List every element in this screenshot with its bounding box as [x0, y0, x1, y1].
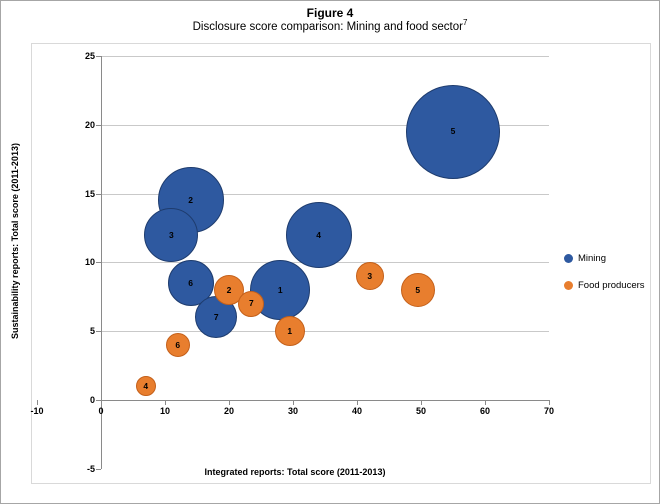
x-tick-label: 60 [479, 406, 490, 416]
bubble-label: 5 [450, 126, 456, 137]
chart-title: Disclosure score comparison: Mining and … [1, 18, 659, 33]
y-tick-label: 10 [84, 257, 95, 268]
bubble-food-producers-7: 7 [238, 290, 265, 317]
bubble-label: 6 [188, 277, 193, 288]
y-axis-title: Sustainability reports: Total score (201… [10, 143, 20, 339]
bubble-label: 1 [287, 325, 293, 336]
bubble-food-producers-3: 3 [355, 262, 384, 291]
bubble-mining-4: 4 [285, 201, 352, 268]
bubble-label: 1 [277, 284, 283, 295]
y-axis-line [101, 56, 102, 469]
x-tick-label: 20 [223, 406, 234, 416]
footnote-marker: 7 [462, 18, 468, 28]
chart-title-text: Disclosure score comparison: Mining and … [192, 21, 463, 33]
y-tick-label: 15 [84, 188, 95, 199]
gridline-y-25 [101, 56, 549, 57]
y-tick-mark [96, 262, 101, 264]
bubble-label: 3 [367, 270, 373, 281]
bubble-food-producers-4: 4 [135, 376, 156, 397]
legend-marker-food-producers [564, 281, 573, 290]
legend-label-food-producers: Food producers [578, 280, 645, 291]
x-tick-mark [229, 400, 230, 405]
bubble-mining-3: 3 [144, 207, 199, 262]
y-tick-mark [96, 56, 101, 57]
y-tick-label: 0 [89, 395, 95, 405]
gridline-y-5 [101, 331, 549, 333]
y-tick-mark [96, 331, 101, 333]
y-tick-mark [96, 468, 101, 470]
chart-border [31, 43, 651, 484]
bubble-label: 4 [316, 229, 321, 240]
x-tick-mark [421, 400, 422, 405]
x-tick-label: 70 [543, 406, 554, 416]
legend-item-mining: Mining [564, 245, 645, 272]
bubble-label: 3 [169, 229, 174, 240]
x-tick-mark [549, 400, 550, 405]
x-tick-mark [165, 400, 166, 405]
legend-marker-mining [564, 254, 573, 263]
bubble-food-producers-1: 1 [274, 316, 305, 347]
x-tick-label: 0 [98, 406, 104, 416]
bubble-label: 5 [415, 284, 421, 295]
bubble-mining-5: 5 [406, 84, 500, 179]
bubble-food-producers-5: 5 [400, 272, 435, 307]
bubble-label: 7 [249, 298, 254, 309]
x-axis-title: Integrated reports: Total score (2011-20… [204, 467, 386, 477]
x-tick-mark [485, 400, 486, 405]
bubble-label: 2 [188, 195, 193, 206]
x-tick-mark [357, 400, 358, 405]
bubble-food-producers-6: 6 [165, 332, 190, 357]
y-tick-mark [96, 400, 101, 401]
bubble-label: 7 [213, 312, 219, 323]
y-tick-label: 5 [89, 326, 95, 337]
x-tick-label: 40 [351, 406, 362, 416]
figure-label: Figure 4 [306, 6, 354, 20]
legend: Mining Food producers [564, 245, 645, 299]
bubble-label: 2 [226, 284, 232, 295]
y-tick-mark [96, 193, 101, 195]
x-tick-mark [101, 400, 102, 405]
bubble-label: 4 [143, 380, 149, 391]
y-tick-label: 20 [84, 119, 95, 130]
x-tick-label: 10 [159, 406, 170, 416]
x-axis-line [101, 400, 549, 401]
y-tick-label: 25 [84, 51, 95, 61]
legend-item-food-producers: Food producers [564, 272, 645, 299]
bubble-label: 6 [175, 339, 181, 350]
legend-label-mining: Mining [578, 253, 606, 264]
gridline-y-20 [101, 124, 549, 126]
x-tick-label: -10 [30, 406, 44, 416]
gridline-y-15 [101, 193, 549, 195]
bubble-food-producers-2: 2 [214, 274, 244, 305]
x-tick-mark [293, 400, 294, 405]
y-tick-mark [96, 124, 101, 126]
x-tick-label: 30 [287, 406, 298, 416]
x-tick-label: 50 [415, 406, 426, 416]
x-tick-mark [37, 400, 38, 405]
y-tick-label: -5 [86, 463, 95, 474]
